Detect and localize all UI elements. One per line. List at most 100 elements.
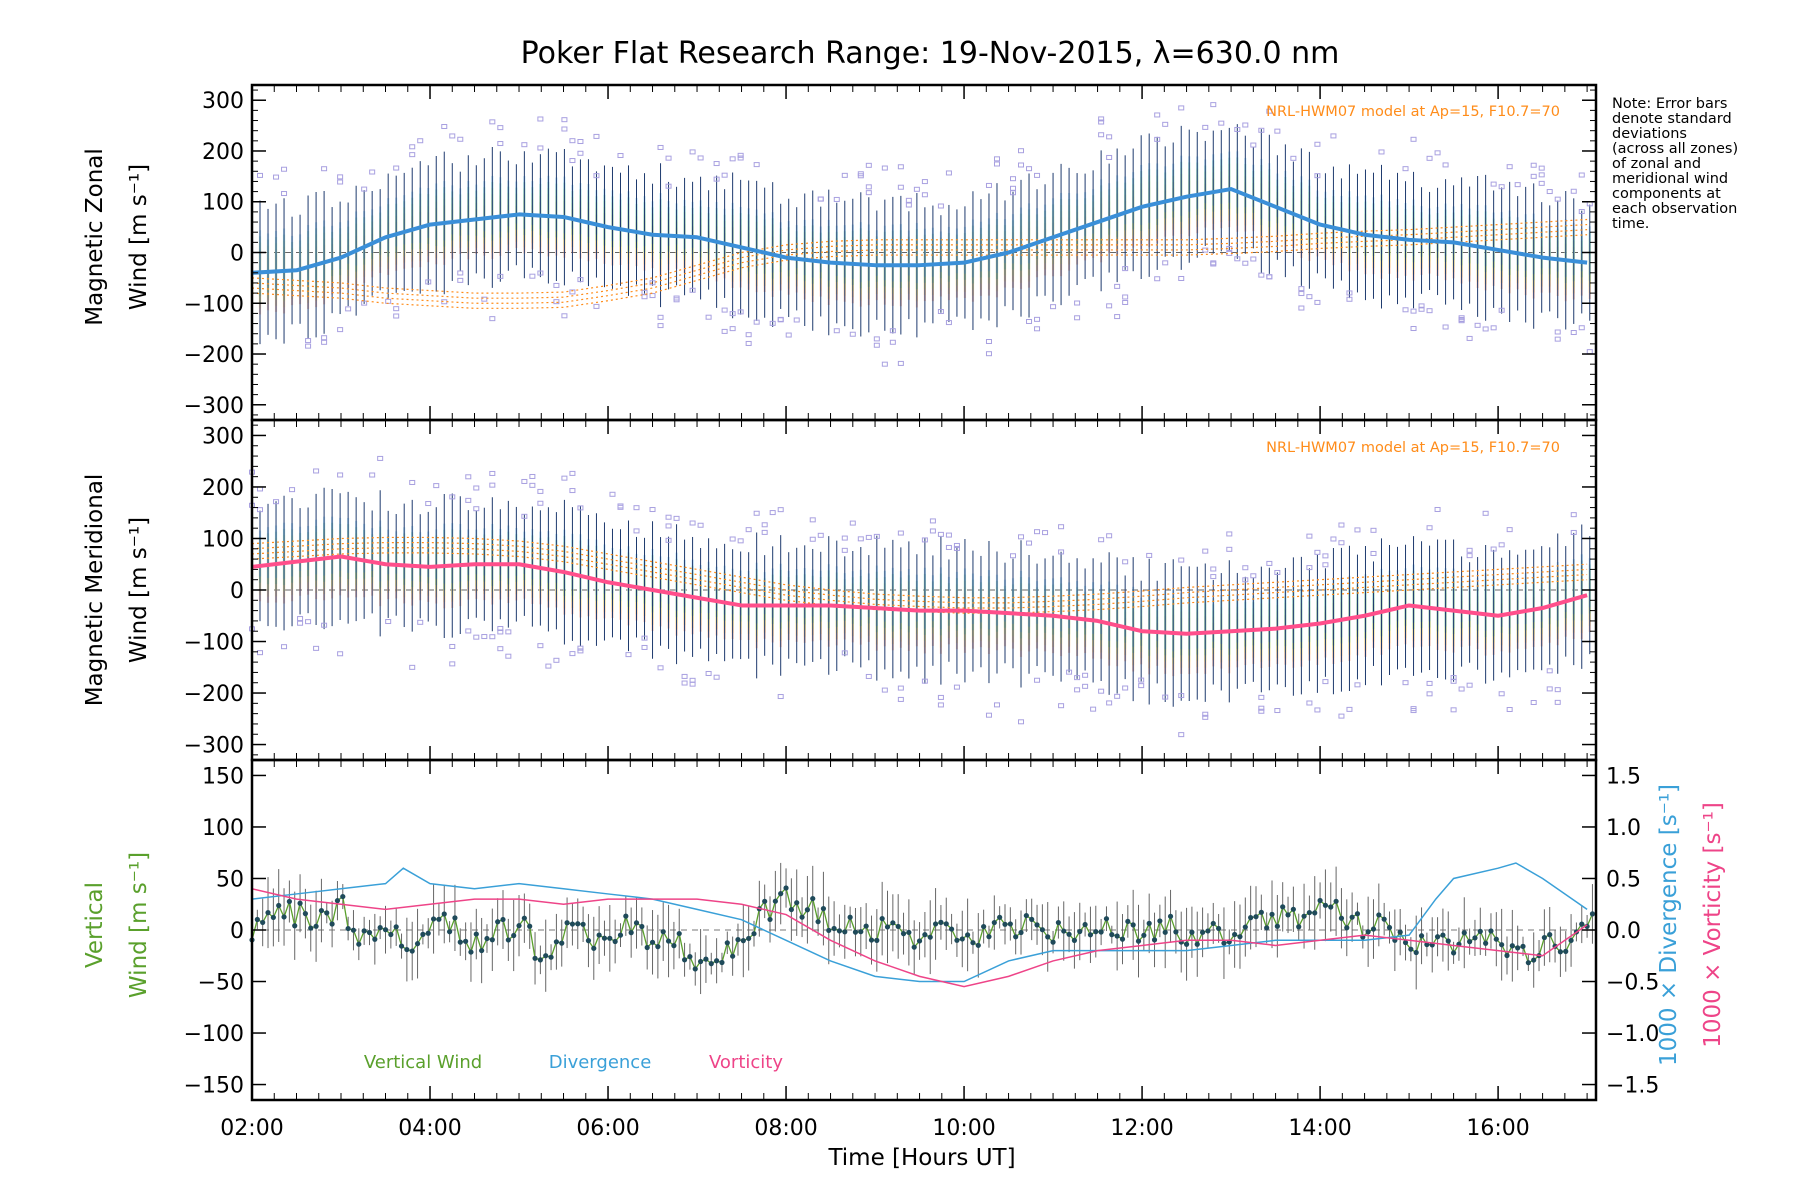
meridional-outlier-marker xyxy=(1370,527,1377,533)
meridional-outlier-marker xyxy=(409,664,416,670)
meridional-outlier-marker xyxy=(1098,688,1105,694)
vertical-wind-point xyxy=(948,926,955,932)
zonal-outlier-marker xyxy=(1122,266,1129,272)
meridional-outlier-marker xyxy=(1258,694,1265,700)
meridional-outlier-marker xyxy=(1410,708,1417,714)
vertical-wind-point xyxy=(1370,926,1377,932)
vertical-wind-point xyxy=(607,935,613,941)
vertical-wind-point xyxy=(398,943,405,949)
meridional-outlier-marker xyxy=(1114,693,1121,699)
zonal-outlier-marker xyxy=(649,280,656,286)
zonal-outlier-marker xyxy=(1498,307,1505,313)
x-axis-label: Time [Hours UT] xyxy=(827,1145,1015,1171)
meridional-outlier-marker xyxy=(297,616,304,622)
vertical-wind-point xyxy=(1312,910,1318,916)
zonal-outlier-marker xyxy=(1410,308,1417,314)
vertical-wind-point xyxy=(441,911,447,917)
meridional-outlier-marker xyxy=(985,712,992,718)
vertical-wind-point xyxy=(767,916,773,923)
zonal-outlier-marker xyxy=(1514,182,1521,188)
zonal-outlier-marker xyxy=(529,273,536,279)
meridional-outlier-marker xyxy=(481,634,488,640)
meridional-outlier-marker xyxy=(1266,560,1273,566)
meridional-outlier-marker xyxy=(1202,714,1209,720)
meridional-outlier-marker xyxy=(1482,510,1489,516)
vertical-wind-point xyxy=(276,902,282,909)
zonal-outlier-marker xyxy=(737,155,744,161)
zonal-outlier-marker xyxy=(697,155,704,161)
zonal-outlier-marker xyxy=(1578,209,1585,215)
meridional-outlier-marker xyxy=(273,499,280,505)
vertical-wind-point xyxy=(254,916,260,923)
meridional-outlier-marker xyxy=(673,515,680,521)
meridional-outlier-marker xyxy=(1074,675,1081,681)
zonal-outlier-marker xyxy=(729,311,736,317)
vertical-wind-point xyxy=(1098,929,1104,935)
zonal-outlier-marker xyxy=(1402,166,1409,172)
vertical-wind-point xyxy=(414,941,421,947)
vertical-wind-point xyxy=(1483,940,1489,946)
zonal-outlier-marker xyxy=(905,202,912,208)
meridional-outlier-marker xyxy=(537,643,544,649)
zonal-outlier-marker xyxy=(689,287,696,293)
meridional-outlier-marker xyxy=(497,626,504,632)
zonal-outlier-marker xyxy=(1290,155,1297,161)
zonal-outlier-marker xyxy=(1498,184,1505,190)
zonal-outlier-marker xyxy=(889,328,896,334)
zonal-outlier-marker xyxy=(337,174,344,180)
meridional-outlier-marker xyxy=(1242,577,1249,583)
zonal-outlier-marker xyxy=(305,343,312,349)
vertical-wind-point xyxy=(532,955,538,961)
vertical-panel-frame xyxy=(250,758,1598,1102)
meridional-data-layer xyxy=(249,455,1596,738)
vertical-wind-point xyxy=(1557,949,1563,955)
meridional-outlier-marker xyxy=(1258,708,1265,714)
meridional-outlier-marker xyxy=(449,494,456,500)
zonal-outlier-marker xyxy=(737,152,744,158)
meridional-outlier-marker xyxy=(505,653,512,659)
meridional-model-line xyxy=(251,547,1588,609)
zonal-outlier-marker xyxy=(745,332,752,338)
zonal-outlier-marker xyxy=(913,186,920,192)
vertical-wind-point xyxy=(1066,931,1072,937)
vertical-wind-point xyxy=(329,921,335,927)
vertical-ytick-label: 0 xyxy=(230,919,244,944)
vertical-wind-point xyxy=(1541,934,1547,941)
vertical-wind-point xyxy=(1194,941,1200,947)
zonal-outlier-marker xyxy=(425,279,432,285)
vertical-wind-point xyxy=(452,915,458,921)
meridional-outlier-marker xyxy=(1354,682,1361,688)
meridional-outlier-marker xyxy=(1122,559,1129,565)
zonal-outlier-marker xyxy=(321,339,328,345)
vertical-wind-point xyxy=(382,927,389,933)
vertical-wind-point xyxy=(340,893,346,900)
zonal-outlier-marker xyxy=(1234,256,1241,262)
zonal-outlier-marker xyxy=(497,273,504,279)
vertical-ytick-label: 150 xyxy=(202,764,244,789)
vertical-wind-point xyxy=(265,910,271,916)
vertical-wind-point xyxy=(772,898,778,904)
vertical-wind-point xyxy=(559,940,565,946)
zonal-outlier-marker xyxy=(281,166,288,172)
x-tick-label: 04:00 xyxy=(398,1116,461,1141)
vertical-wind-point xyxy=(361,928,367,934)
meridional-outlier-marker xyxy=(337,651,344,657)
zonal-outlier-marker xyxy=(1210,260,1217,266)
zonal-outlier-marker xyxy=(1410,136,1417,142)
vertical-wind-point xyxy=(922,932,928,938)
vertical-wind-point xyxy=(783,885,789,891)
vertical-wind-point xyxy=(986,934,992,940)
vertical-wind-point xyxy=(1055,919,1061,926)
meridional-outlier-marker xyxy=(1466,682,1473,688)
vertical-wind-point xyxy=(975,942,981,948)
zonal-outlier-marker xyxy=(1122,299,1129,305)
vertical-wind-point xyxy=(1547,932,1553,938)
zonal-outlier-marker xyxy=(1098,132,1105,138)
meridional-outlier-marker xyxy=(577,648,584,654)
zonal-data-layer xyxy=(250,102,1596,367)
divergence-ytick-label: −1.0 xyxy=(1606,1022,1659,1047)
vertical-wind-point xyxy=(1477,928,1483,934)
vertical-wind-point xyxy=(1077,928,1083,935)
vertical-wind-point xyxy=(687,954,693,960)
